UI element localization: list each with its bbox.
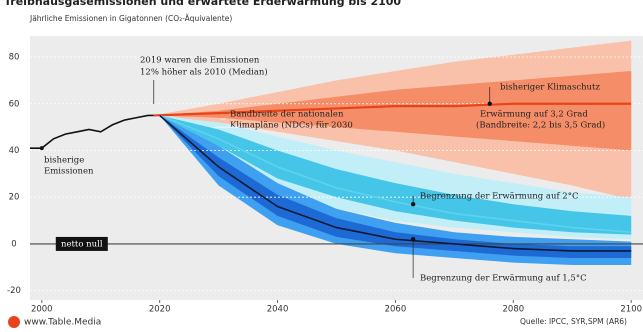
y-tick-label: 40 [9, 146, 20, 156]
annotation: 12% höher als 2010 (Median) [140, 67, 268, 78]
series-line [30, 114, 154, 149]
annotation: Bandbreite der nationalen [230, 110, 344, 120]
series-label: bisheriger Klimaschutz [500, 83, 600, 93]
band [153, 71, 632, 151]
x-tick-label: 2020 [149, 305, 171, 315]
annotation: (Bandbreite: 2,2 bis 3,5 Grad) [476, 120, 605, 131]
y-tick-label: -20 [7, 286, 21, 296]
series-line [159, 114, 632, 234]
annotation: 2019 waren die Emissionen [140, 56, 260, 66]
series-label: bisherige [44, 156, 84, 166]
y-tick-label: 0 [11, 239, 16, 249]
marker [487, 101, 492, 106]
pointer [214, 118, 239, 128]
source: Quelle: IPCC, SYR,SPM (AR6) [520, 317, 627, 326]
band [159, 115, 632, 258]
marker [39, 146, 44, 151]
series-label: Begrenzung der Erwärmung auf 1,5°C [420, 274, 587, 284]
chart-subtitle: Jährliche Emissionen in Gigatonnen (CO₂-… [29, 14, 232, 23]
y-tick-label: 20 [9, 193, 20, 203]
annotation: netto null [61, 239, 103, 249]
series-line [153, 102, 632, 117]
marker [410, 237, 416, 242]
series-label-cont: Emissionen [44, 167, 94, 177]
brand: www.Table.Media [24, 318, 101, 328]
x-tick-label: 2060 [385, 305, 407, 315]
label-box [55, 236, 108, 251]
x-tick-label: 2040 [267, 305, 289, 315]
chart-title: Treibhausgasemissionen und erwartete Erd… [4, 0, 401, 8]
x-tick-label: 2080 [503, 305, 525, 315]
series-label: Begrenzung der Erwärmung auf 2°C [420, 192, 578, 202]
annotation: Klimapläne (NDCs) für 2030 [230, 120, 353, 131]
y-tick-label: 60 [9, 99, 20, 109]
annotation: Erwärmung auf 3,2 Grad [480, 110, 588, 120]
band [159, 115, 632, 235]
x-tick-label: 2000 [31, 305, 53, 315]
brand-icon [8, 316, 20, 328]
series-line [159, 114, 632, 252]
marker [410, 202, 416, 207]
x-tick-label: 2100 [620, 305, 642, 315]
y-tick-label: 80 [9, 53, 20, 63]
